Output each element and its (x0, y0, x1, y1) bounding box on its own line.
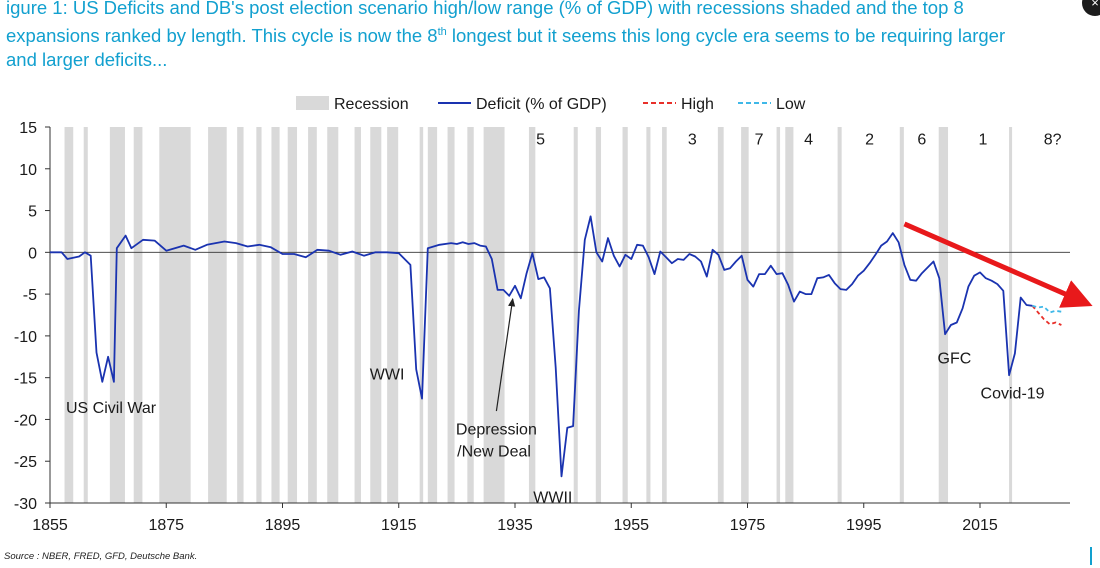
recession-band (109, 127, 125, 503)
recession-band (741, 127, 749, 503)
recession-band (370, 127, 382, 503)
expansion-rank-label: 3 (688, 132, 697, 149)
recession-band (256, 127, 262, 503)
chart-annotation: GFC (938, 351, 972, 368)
y-tick-label: -10 (14, 329, 37, 346)
chart-annotation: Depression (456, 422, 537, 439)
series-line-deficit-of-gdp (50, 215, 1033, 478)
x-tick-label: 2015 (962, 517, 998, 534)
recession-band (1009, 127, 1013, 503)
recession-bands (64, 127, 1013, 503)
recession-band (447, 127, 455, 503)
recession-band (419, 127, 424, 503)
chart-series (50, 215, 1062, 478)
legend-label: Recession (334, 96, 409, 113)
recession-band (528, 127, 536, 503)
recession-band (595, 127, 602, 503)
recession-band (785, 127, 794, 503)
y-tick-label: -5 (23, 287, 37, 304)
y-tick-label: -25 (14, 454, 37, 471)
depression-pointer-arrow (495, 297, 516, 412)
series-line-low (1032, 304, 1062, 314)
recession-band (208, 127, 227, 503)
figure-caption: igure 1: US Deficits and DB's post elect… (6, 0, 1096, 72)
x-tick-label: 1895 (265, 517, 301, 534)
chart-annotation: WWI (370, 366, 405, 383)
x-tick-label: 1975 (730, 517, 766, 534)
y-tick-label: 0 (28, 245, 37, 262)
edge-marker (1090, 547, 1092, 565)
legend-label: High (681, 96, 714, 113)
recession-band (467, 127, 474, 503)
recession-band (133, 127, 143, 503)
caption-line-2-end: longest but it seems this long cycle era… (446, 25, 1006, 47)
x-tick-label: 1875 (148, 517, 184, 534)
recession-band (287, 127, 298, 503)
legend-label: Deficit (% of GDP) (476, 96, 607, 113)
expansion-rank-label: 6 (917, 132, 926, 149)
y-tick-label: 5 (28, 204, 37, 221)
recession-band (899, 127, 904, 503)
close-icon[interactable]: × (1082, 0, 1100, 16)
recession-band (237, 127, 244, 503)
expansion-rank-label: 5 (536, 132, 545, 149)
chart-annotation: Covid-19 (981, 386, 1045, 403)
recession-band (271, 127, 280, 503)
expansion-rank-label: 2 (865, 132, 874, 149)
y-tick-label: -20 (14, 412, 37, 429)
x-tick-label: 1855 (32, 517, 68, 534)
caption-line-2-start: expansions ranked by length. This cycle … (6, 25, 438, 47)
y-tick-label: -15 (14, 371, 37, 388)
recession-band (483, 127, 505, 503)
caption-line-1: igure 1: US Deficits and DB's post elect… (6, 0, 964, 18)
expansion-rank-label: 7 (755, 132, 764, 149)
recession-band (646, 127, 651, 503)
caption-line-3: and larger deficits... (6, 49, 168, 71)
trend-arrow (903, 221, 1093, 308)
recession-band (308, 127, 317, 503)
x-tick-label: 1915 (381, 517, 417, 534)
recession-band (354, 127, 361, 503)
x-tick-label: 1955 (613, 517, 649, 534)
recession-band (159, 127, 191, 503)
chart-legend: Recession Deficit (% of GDP) High Low (296, 96, 806, 113)
y-tick-label: -30 (14, 496, 37, 513)
caption-superscript: th (437, 26, 447, 38)
chart-arrows (495, 221, 1093, 412)
recession-band (717, 127, 724, 503)
expansion-rank-label: 4 (804, 132, 813, 149)
chart-annotations: US Civil War WWI Depression/New Deal WWII GF… (66, 351, 1045, 507)
x-tick-label: 1935 (497, 517, 533, 534)
source-note: Source : NBER, FRED, GFD, Deutsche Bank. (4, 551, 198, 562)
recession-band (837, 127, 842, 503)
chart-annotation: /New Deal (457, 443, 531, 460)
y-tick-label: 10 (19, 162, 37, 179)
x-tick-label: 1995 (846, 517, 882, 534)
expansion-rank-label: 8? (1044, 132, 1062, 149)
series-line-high (1031, 305, 1062, 326)
recession-band (622, 127, 628, 503)
recession-band (427, 127, 438, 503)
expansion-rank-label: 1 (978, 132, 987, 149)
chart-annotation: WWII (533, 489, 572, 506)
recession-band (327, 127, 339, 503)
recession-band (573, 127, 578, 503)
recession-band (83, 127, 88, 503)
recession-band (776, 127, 781, 503)
legend-label: Low (776, 96, 806, 113)
legend-swatch-recession (296, 96, 329, 110)
recession-band (64, 127, 74, 503)
caption-line-2: expansions ranked by length. This cycle … (6, 20, 1096, 48)
expansion-rank-labels: 5 3 7 4 2 6 1 8? (536, 132, 1062, 149)
y-tick-label: 15 (19, 120, 37, 137)
recession-band (387, 127, 399, 503)
recession-band (662, 127, 667, 503)
chart-annotation: US Civil War (66, 400, 157, 417)
